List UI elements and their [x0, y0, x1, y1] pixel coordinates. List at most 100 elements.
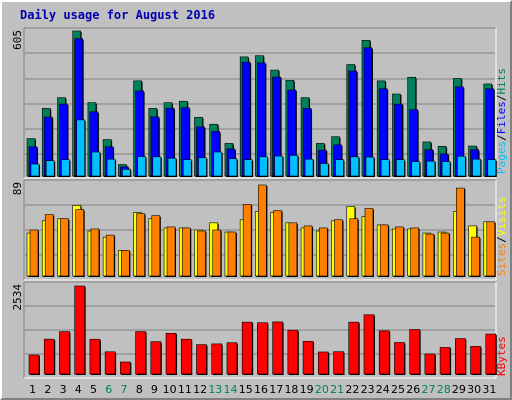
hits-side-label-separator: / — [495, 95, 508, 102]
pages-bar — [91, 151, 101, 177]
pages-bar — [122, 168, 131, 177]
sites-bar — [29, 229, 39, 277]
kbytes-side-label-kbytes: KBytes — [495, 336, 508, 376]
sites-bar — [486, 221, 496, 277]
sites-bar — [364, 208, 374, 277]
kbytes-bar — [363, 314, 375, 375]
pages-bar — [152, 156, 162, 177]
day-label: 18 — [284, 383, 298, 396]
pages-bar — [45, 160, 55, 177]
day-label: 29 — [452, 383, 466, 396]
visits-side-label-separator: / — [495, 236, 508, 243]
day-label: 3 — [60, 383, 67, 396]
day-label: 14 — [224, 383, 238, 396]
day-label: 20 — [315, 383, 329, 396]
pages-bar — [350, 156, 360, 177]
kbytes-bar — [485, 333, 497, 375]
hits-side-label-files: Files — [495, 101, 508, 134]
day-label: 27 — [421, 383, 435, 396]
day-label: 8 — [136, 383, 143, 396]
sites-bar — [349, 218, 359, 277]
hits-side-label: Pages/Files/Hits — [495, 68, 508, 174]
sites-bar — [242, 204, 252, 277]
pages-bar — [76, 119, 85, 177]
kbytes-bar — [59, 331, 70, 375]
day-label: 21 — [330, 383, 344, 396]
kbytes-bar — [348, 321, 360, 375]
sites-bar — [121, 250, 130, 277]
pages-bar — [289, 155, 299, 177]
kbytes-bar — [470, 346, 481, 375]
hits-side-label-separator: / — [495, 134, 508, 141]
day-label: 10 — [163, 383, 177, 396]
day-label: 7 — [120, 383, 127, 396]
kbytes-bar — [43, 338, 55, 375]
sites-bar — [273, 210, 282, 277]
kbytes-bar — [287, 329, 299, 375]
pages-bar — [106, 158, 116, 177]
kbytes-bar — [424, 353, 436, 375]
kbytes-bar — [180, 338, 192, 375]
day-label: 4 — [75, 383, 82, 396]
kbytes-bar — [211, 343, 223, 375]
pages-bar — [304, 158, 314, 177]
pages-bar — [335, 159, 344, 177]
day-label: 16 — [254, 383, 268, 396]
day-label: 12 — [193, 383, 207, 396]
kbytes-ymax-label: 2534 — [11, 284, 24, 311]
kbytes-bar — [439, 347, 451, 375]
chart-title: Daily usage for August 2016 — [20, 8, 216, 22]
kbytes-bar — [135, 331, 146, 375]
pages-bar — [228, 158, 238, 177]
sites-bar — [425, 233, 435, 277]
sites-bar — [227, 231, 237, 277]
sites-bar — [303, 225, 313, 277]
day-label: 30 — [467, 383, 481, 396]
day-label: 1 — [29, 383, 36, 396]
day-label: 31 — [482, 383, 496, 396]
sites-bar — [212, 229, 222, 277]
sites-bar — [395, 226, 404, 277]
pages-bar — [411, 161, 420, 177]
sites-bar — [151, 215, 161, 277]
sites-bar — [288, 222, 298, 277]
hits-side-label-hits: Hits — [495, 68, 508, 95]
pages-bar — [274, 155, 283, 177]
kbytes-side-label: KBytes — [495, 336, 508, 376]
kbytes-bar — [104, 351, 116, 375]
kbytes-bar — [317, 351, 329, 375]
pages-bar — [213, 151, 223, 177]
kbytes-bar — [409, 329, 420, 375]
kbytes-bar — [150, 341, 162, 375]
day-label: 13 — [208, 383, 222, 396]
day-label: 23 — [361, 383, 375, 396]
sites-bar — [440, 232, 450, 277]
kbytes-bar — [241, 321, 253, 375]
pages-bar — [319, 163, 329, 177]
day-label: 22 — [345, 383, 359, 396]
kbytes-bar — [333, 351, 344, 375]
sites-bar — [75, 209, 84, 277]
pages-bar — [167, 157, 177, 177]
kbytes-bar — [455, 338, 466, 375]
kbytes-bar — [165, 332, 177, 375]
sites-bar — [181, 227, 191, 277]
kbytes-bar — [378, 330, 390, 375]
day-label: 9 — [151, 383, 158, 396]
day-label: 24 — [376, 383, 390, 396]
sites-bar — [471, 236, 480, 277]
pages-bar — [472, 158, 481, 177]
day-label: 17 — [269, 383, 283, 396]
sites-bar — [334, 219, 343, 277]
pages-bar — [426, 160, 436, 177]
kbytes-bar — [120, 361, 131, 375]
pages-bar — [182, 159, 192, 177]
visits-side-label-visits: Visits — [495, 197, 508, 237]
kbytes-bar — [226, 342, 238, 375]
day-label: 19 — [300, 383, 314, 396]
day-label: 26 — [406, 383, 420, 396]
hits-side-label-pages: Pages — [495, 141, 508, 174]
pages-bar — [243, 159, 253, 177]
visits-ymax-label: 89 — [11, 182, 24, 195]
